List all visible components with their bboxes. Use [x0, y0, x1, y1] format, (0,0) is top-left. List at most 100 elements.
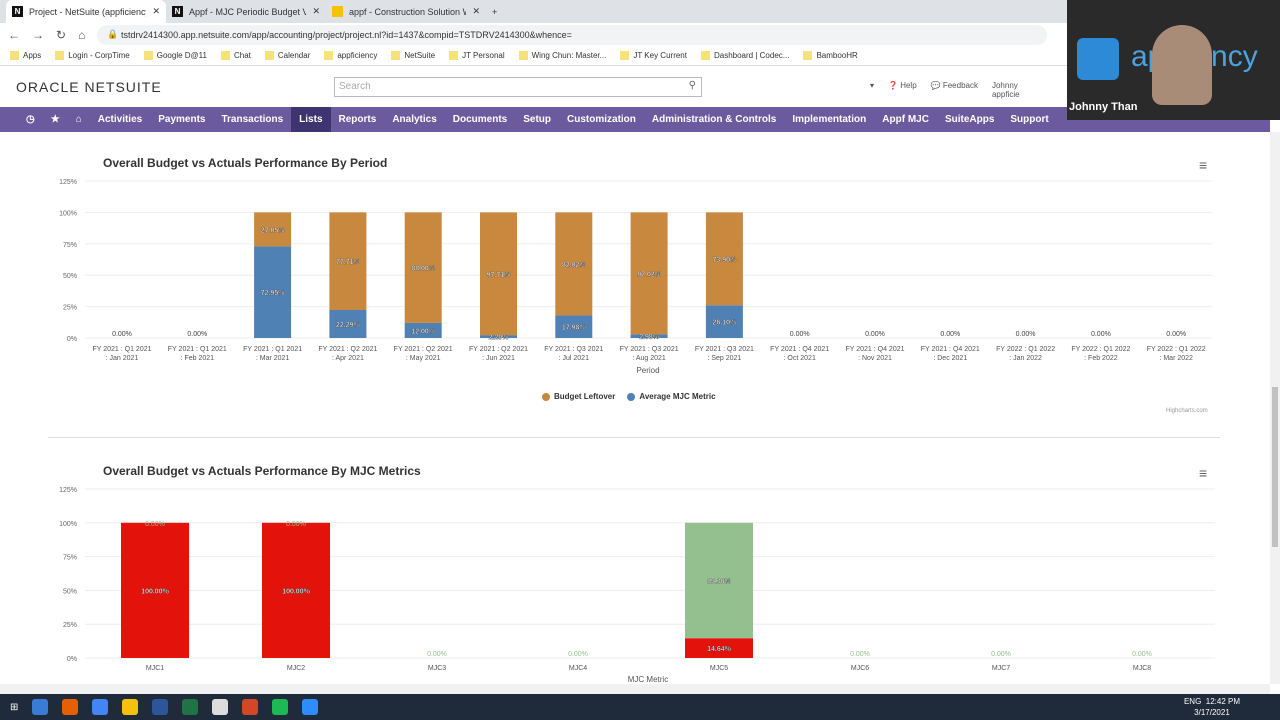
x-tick-label: : Oct 2021: [784, 355, 816, 362]
nav-item-support[interactable]: Support: [1010, 114, 1049, 125]
x-tick-label: MJC8: [1133, 665, 1151, 672]
close-icon[interactable]: ✕: [152, 6, 160, 16]
nav-item-administration-controls[interactable]: Administration & Controls: [651, 114, 777, 125]
close-icon[interactable]: ✕: [312, 6, 320, 16]
explorer-icon[interactable]: [122, 699, 139, 715]
zoom-icon[interactable]: [302, 699, 319, 715]
nav-item-lists[interactable]: Lists: [291, 107, 331, 132]
nav-item-setup[interactable]: Setup: [523, 114, 552, 125]
chart-menu-icon[interactable]: ≡: [1199, 157, 1208, 173]
word-icon[interactable]: [152, 699, 169, 715]
nav-item-appf-mjc[interactable]: Appf MJC: [882, 114, 929, 125]
bookmark-icon: [803, 51, 813, 61]
search-icon[interactable]: ⚲: [688, 80, 696, 91]
bookmark-item[interactable]: Login - CorpTime: [55, 51, 130, 61]
search-input[interactable]: Search ⚲: [334, 77, 702, 97]
webcam-overlay: ap ciency Johnny Than: [1067, 0, 1280, 120]
x-tick-label: MJC6: [851, 665, 869, 672]
bookmark-icon: [143, 51, 153, 61]
data-label: 22.29%: [336, 322, 361, 329]
user-menu[interactable]: Johnny appficie: [991, 81, 1020, 99]
horizontal-scrollbar[interactable]: [0, 684, 1270, 694]
legend-item[interactable]: Budget Leftover: [542, 392, 615, 401]
back-icon[interactable]: ←: [8, 27, 20, 42]
chart-menu-icon[interactable]: ≡: [1199, 465, 1208, 481]
vertical-scrollbar[interactable]: [1270, 132, 1280, 684]
bar-segment: [262, 522, 330, 658]
bookmark-item[interactable]: NetSuite: [391, 51, 435, 61]
y-tick-label: 0%: [67, 336, 77, 343]
nav-item-payments[interactable]: Payments: [158, 114, 206, 125]
nav-item-documents[interactable]: Documents: [452, 114, 508, 125]
data-label: 0.00%: [940, 331, 960, 338]
taskbar-app-icon[interactable]: [32, 699, 49, 715]
x-tick-label: : Jan 2022: [1009, 355, 1042, 362]
data-label: 88.00%: [411, 266, 436, 273]
new-tab-button[interactable]: +: [492, 6, 498, 17]
x-tick-label: FY 2021 : Q4 2021: [770, 346, 829, 353]
spotify-icon[interactable]: [272, 699, 289, 715]
feedback-link[interactable]: 💬 Feedback: [930, 81, 978, 90]
home-icon[interactable]: ⌂: [75, 114, 82, 125]
star-icon[interactable]: ★: [50, 114, 60, 125]
bar-segment: [555, 315, 593, 338]
data-label: 0.00%: [568, 651, 588, 658]
bookmark-icon: [391, 51, 401, 61]
home-icon[interactable]: ⌂: [78, 27, 86, 42]
bookmark-item[interactable]: Dashboard | Codec...: [700, 51, 789, 61]
data-label: 0.00%: [286, 521, 306, 528]
nav-item-activities[interactable]: Activities: [97, 114, 143, 125]
browser-tab[interactable]: appf - Construction Solution We ✕: [326, 0, 486, 23]
chrome-icon[interactable]: [92, 699, 109, 715]
windows-start-icon[interactable]: ⊞: [10, 701, 19, 713]
chart-title: Overall Budget vs Actuals Performance By…: [103, 156, 388, 170]
bookmark-item[interactable]: Chat: [220, 51, 251, 61]
recent-icon[interactable]: ◷: [26, 114, 35, 125]
x-tick-label: FY 2022 : Q1 2022: [1147, 346, 1206, 353]
url-input[interactable]: 🔒 tstdrv2414300.app.netsuite.com/app/acc…: [97, 24, 1048, 45]
x-tick-label: MJC4: [569, 665, 587, 672]
bar-segment: [254, 212, 292, 247]
legend-item[interactable]: Average MJC Metric: [627, 392, 716, 401]
nav-item-suiteapps[interactable]: SuiteApps: [944, 114, 995, 125]
scroll-thumb[interactable]: [1272, 387, 1278, 547]
reload-icon[interactable]: ↻: [56, 27, 67, 42]
system-clock[interactable]: ENG 12:42 PM 3/17/2021: [1183, 697, 1240, 717]
appficiency-logo: [1077, 38, 1119, 80]
data-label: 0.00%: [145, 521, 165, 528]
powerpoint-icon[interactable]: [242, 699, 259, 715]
x-tick-label: FY 2021 : Q2 2021: [469, 346, 528, 353]
bar-segment: [705, 212, 743, 306]
bar-segment: [404, 322, 442, 338]
bookmark-item[interactable]: Wing Chun: Master...: [518, 51, 606, 61]
nav-item-customization[interactable]: Customization: [567, 114, 636, 125]
bookmark-item[interactable]: Google D@11: [143, 51, 207, 61]
data-label: 100.00%: [282, 588, 310, 595]
nav-item-implementation[interactable]: Implementation: [792, 114, 867, 125]
data-label: 0.00%: [991, 651, 1011, 658]
bookmark-item[interactable]: Calendar: [264, 51, 310, 61]
help-link[interactable]: ❓ Help: [888, 81, 917, 90]
nav-item-reports[interactable]: Reports: [338, 114, 377, 125]
taskbar-app-icon[interactable]: [62, 699, 79, 715]
credits-link[interactable]: Highcharts.com: [1166, 408, 1208, 414]
data-label: 2.29%: [489, 335, 510, 342]
bookmark-item[interactable]: JT Personal: [449, 51, 505, 61]
excel-icon[interactable]: [182, 699, 199, 715]
recent-records-icon[interactable]: ▾: [870, 81, 875, 90]
x-tick-label: : Nov 2021: [858, 355, 892, 362]
nav-item-analytics[interactable]: Analytics: [392, 114, 437, 125]
taskbar-app-icon[interactable]: [212, 699, 229, 715]
forward-icon[interactable]: →: [32, 27, 44, 42]
close-icon[interactable]: ✕: [472, 6, 480, 16]
bookmark-item[interactable]: Apps: [10, 51, 41, 61]
bookmark-item[interactable]: BambooHR: [803, 51, 858, 61]
data-label: 77.71%: [336, 259, 361, 266]
bar-segment: [329, 212, 367, 311]
netsuite-icon: N: [12, 6, 23, 17]
bookmark-item[interactable]: JT Key Current: [620, 51, 687, 61]
bookmark-item[interactable]: appficiency: [324, 51, 377, 61]
nav-item-transactions[interactable]: Transactions: [221, 114, 284, 125]
